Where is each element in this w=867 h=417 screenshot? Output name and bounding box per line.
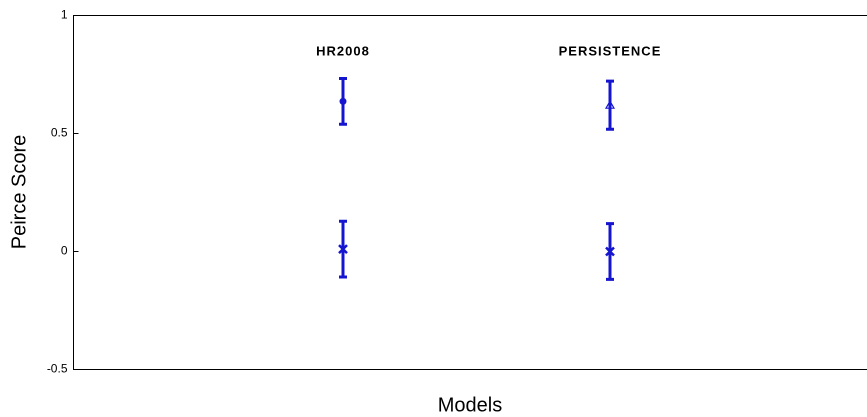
category-label: PERSISTENCE xyxy=(559,43,662,58)
marker xyxy=(605,246,615,257)
axes-box xyxy=(73,15,867,370)
y-tick-label: 0 xyxy=(61,244,68,258)
plot-frame xyxy=(73,15,867,370)
x-axis-label: Models xyxy=(438,394,502,416)
y-tick-label: -0.5 xyxy=(47,362,68,376)
marker xyxy=(604,99,616,109)
y-axis-label: Peirce Score xyxy=(8,135,30,250)
y-tick-label: 0.5 xyxy=(51,126,68,140)
marker xyxy=(339,97,347,105)
error-bar xyxy=(606,79,614,131)
category-label: HR2008 xyxy=(316,43,370,58)
y-tick-label: 1 xyxy=(61,8,68,22)
marker xyxy=(338,244,348,255)
